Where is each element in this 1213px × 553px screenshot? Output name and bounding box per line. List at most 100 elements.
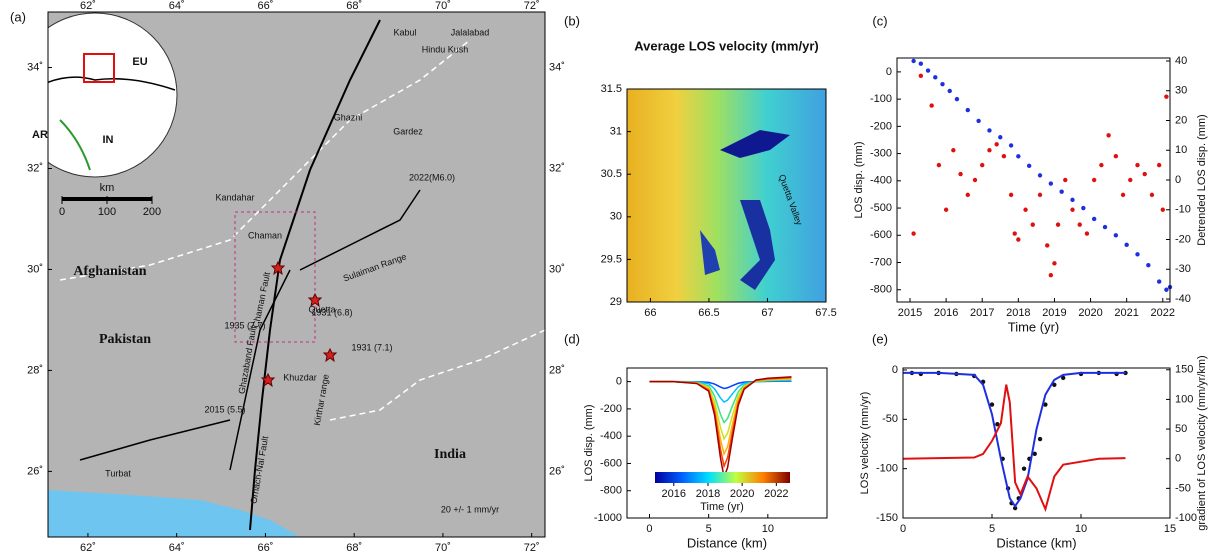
map-label: 2022(M6.0) <box>409 172 455 182</box>
plate-boundary <box>48 76 176 91</box>
fault <box>79 419 231 461</box>
data-point <box>1052 261 1057 266</box>
x-tick-label: 66.5 <box>698 307 719 319</box>
map-label: 1935 (7.7) <box>224 320 265 330</box>
y2-axis-label: gradient of LOS velocity (mm/yr/km) <box>1196 355 1208 530</box>
subsidence <box>740 200 775 290</box>
data-point <box>911 58 916 64</box>
data-point <box>1099 162 1104 168</box>
panel-label: (e) <box>872 331 888 346</box>
data-point <box>1156 279 1162 284</box>
data-point <box>1124 242 1129 248</box>
y2-tick-label: 40 <box>1175 55 1187 67</box>
data-point <box>1021 466 1027 471</box>
y-tick-label: 0 <box>616 376 622 388</box>
x-tick-label: 5 <box>989 523 995 535</box>
map-label: India <box>434 447 466 462</box>
x-tick-label-top: 66˚ <box>257 0 273 12</box>
map-label: Kandahar <box>215 192 254 202</box>
map-label: Ghazni <box>334 112 363 122</box>
map-label: 1931 (6.8) <box>311 307 352 317</box>
plot-frame <box>47 11 546 538</box>
map-label: Khuzdar <box>283 372 317 382</box>
map-label: Kabul <box>393 27 416 37</box>
x-tick-label: 2022 <box>1151 307 1175 319</box>
x-tick-label-top: 64˚ <box>169 0 185 12</box>
border <box>329 329 545 421</box>
inset-box <box>83 53 115 83</box>
x-tick-label-top: 72˚ <box>524 0 540 12</box>
y-tick-label: -100 <box>876 463 898 475</box>
data-point <box>1023 207 1028 212</box>
data-point <box>1091 216 1097 222</box>
data-point <box>1084 231 1090 236</box>
data-point <box>1156 162 1162 168</box>
fault <box>229 269 291 471</box>
data-point <box>987 128 992 133</box>
y-tick-label: 30.5 <box>601 168 622 180</box>
y-tick-label: 28˚ <box>27 364 43 376</box>
map-label: 2015 (5.5) <box>204 404 245 414</box>
inset-label: IN <box>103 134 114 146</box>
scale-tick-label: 200 <box>143 206 161 218</box>
data-point <box>929 103 934 108</box>
y2-tick-label: -100 <box>1175 512 1197 524</box>
data-point <box>918 61 924 66</box>
data-point <box>998 135 1003 140</box>
data-point <box>940 81 945 87</box>
panel-label: (d) <box>564 331 580 346</box>
data-point <box>943 207 949 212</box>
y-tick-label: -150 <box>876 512 898 524</box>
fault <box>249 19 381 531</box>
data-point <box>1063 177 1068 183</box>
map-label: Quetta <box>308 304 335 314</box>
data-point <box>1142 171 1147 177</box>
x-tick-label-top: 68˚ <box>346 0 362 12</box>
data-point <box>976 118 981 124</box>
data-point <box>1061 375 1066 381</box>
x-tick-label: 15 <box>1164 523 1176 535</box>
scale-label: km <box>100 182 115 194</box>
data-point <box>1077 222 1082 227</box>
data-point <box>1070 197 1075 203</box>
y2-tick-label: -10 <box>1175 204 1191 216</box>
data-point <box>1135 252 1140 257</box>
colorbar <box>655 472 790 483</box>
data-point <box>1091 177 1097 183</box>
sea <box>48 490 300 537</box>
data-point <box>1128 177 1133 183</box>
x-tick-label: 70˚ <box>435 542 451 553</box>
data-point <box>1059 189 1064 194</box>
y-tick-label: -200 <box>870 120 892 132</box>
panel-label: (c) <box>872 13 887 28</box>
data-point <box>1135 162 1140 168</box>
y-axis-label: LOS disp. (mm) <box>583 404 595 481</box>
y-tick-label: 29 <box>610 296 622 308</box>
x-axis-label: Distance (km) <box>996 535 1076 550</box>
inset-label: AR <box>32 129 48 141</box>
map-label: 20 +/- 1 mm/yr <box>441 504 499 514</box>
y-axis-label: LOS disp. (mm) <box>853 141 865 218</box>
map-label: Gardez <box>393 126 423 136</box>
y-tick-label: -100 <box>870 93 892 105</box>
data-line <box>649 378 792 441</box>
plot-frame <box>902 367 1171 519</box>
y-tick-label: 29.5 <box>601 253 622 265</box>
data-point <box>1149 192 1155 198</box>
study-box <box>234 211 316 343</box>
data-point <box>933 75 938 80</box>
map-label: Hindu Kush <box>422 44 469 54</box>
y-tick-label: -600 <box>600 457 622 469</box>
y-axis-label: LOS velocity (mm/yr) <box>859 392 871 495</box>
data-point <box>1016 154 1021 159</box>
x-tick-label: 67 <box>761 307 773 319</box>
x-tick-label: 2016 <box>934 307 958 319</box>
y-tick-label: 30 <box>610 211 622 223</box>
data-point <box>1055 222 1061 227</box>
data-point <box>965 107 970 113</box>
y-tick-label: 32˚ <box>27 162 43 174</box>
x-tick-label: 2015 <box>898 307 922 319</box>
earthquake-star <box>270 260 286 276</box>
y-tick-label: -400 <box>600 430 622 442</box>
data-point <box>1008 143 1014 148</box>
